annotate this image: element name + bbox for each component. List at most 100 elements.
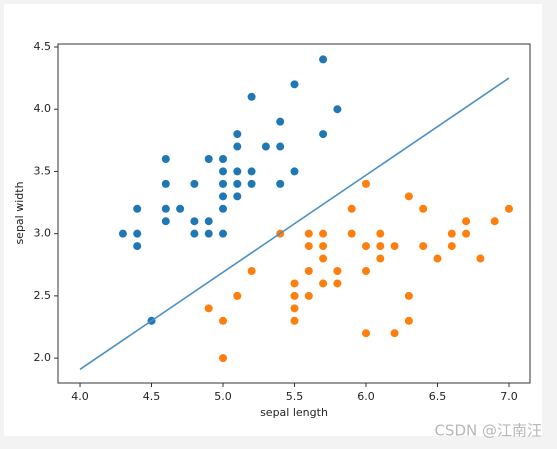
x-tick-label: 5.5 (286, 390, 304, 403)
x-tick-label: 6.5 (429, 390, 447, 403)
point (390, 329, 399, 338)
point (204, 217, 213, 226)
point (290, 304, 299, 313)
point (219, 154, 228, 163)
point (447, 229, 456, 238)
point (433, 254, 442, 263)
point (247, 179, 256, 188)
point (290, 80, 299, 89)
point (376, 254, 385, 263)
point (361, 179, 370, 188)
x-tick-label: 4.0 (71, 390, 89, 403)
point (361, 329, 370, 338)
point (233, 130, 242, 139)
point (204, 229, 213, 238)
point (347, 229, 356, 238)
point (404, 291, 413, 300)
point (161, 154, 170, 163)
point (204, 304, 213, 313)
point (161, 217, 170, 226)
point (233, 167, 242, 176)
y-tick-label: 3.0 (34, 227, 52, 240)
x-tick-label: 4.5 (143, 390, 161, 403)
point (319, 279, 328, 288)
point (319, 55, 328, 64)
point (361, 242, 370, 251)
point (419, 242, 428, 251)
fit-line (79, 77, 510, 370)
point (276, 117, 285, 126)
point (304, 242, 313, 251)
y-tick-label: 3.5 (34, 164, 52, 177)
point (233, 192, 242, 201)
plot-frame (57, 43, 531, 384)
point (290, 291, 299, 300)
point (118, 229, 127, 238)
point (204, 154, 213, 163)
point (219, 354, 228, 363)
point (462, 217, 471, 226)
point (404, 192, 413, 201)
point (304, 266, 313, 275)
figure-background (4, 4, 542, 436)
point (176, 204, 185, 213)
y-tick-label: 2.0 (34, 351, 52, 364)
point (247, 266, 256, 275)
point (319, 254, 328, 263)
y-axis-label: sepal width (13, 181, 26, 244)
point (333, 105, 342, 114)
point (319, 242, 328, 251)
point (476, 254, 485, 263)
point (333, 266, 342, 275)
point (490, 217, 499, 226)
point (319, 229, 328, 238)
x-tick-label: 5.0 (214, 390, 232, 403)
point (190, 179, 199, 188)
point (161, 179, 170, 188)
point (290, 316, 299, 325)
point (190, 229, 199, 238)
y-tick-label: 4.0 (34, 102, 52, 115)
point (304, 229, 313, 238)
point (219, 192, 228, 201)
point (376, 242, 385, 251)
x-tick-label: 6.0 (357, 390, 375, 403)
point (290, 279, 299, 288)
point (447, 242, 456, 251)
point (462, 229, 471, 238)
point (219, 179, 228, 188)
point (276, 142, 285, 151)
point (333, 279, 342, 288)
point (504, 204, 513, 213)
point (347, 204, 356, 213)
point (219, 229, 228, 238)
point (290, 167, 299, 176)
point (419, 204, 428, 213)
point (233, 142, 242, 151)
x-tick-label: 7.0 (500, 390, 518, 403)
point (247, 167, 256, 176)
point (190, 217, 199, 226)
y-tick-label: 4.5 (34, 40, 52, 53)
point (276, 179, 285, 188)
point (319, 130, 328, 139)
x-axis-label: sepal length (260, 406, 328, 419)
point (261, 142, 270, 151)
point (247, 92, 256, 101)
watermark: CSDN @江南汪 (434, 422, 542, 440)
point (233, 291, 242, 300)
point (133, 242, 142, 251)
point (161, 204, 170, 213)
point (219, 316, 228, 325)
point (361, 266, 370, 275)
point (304, 291, 313, 300)
point (219, 167, 228, 176)
point (133, 204, 142, 213)
point (376, 229, 385, 238)
point (133, 229, 142, 238)
y-tick-label: 2.5 (34, 289, 52, 302)
point (390, 242, 399, 251)
point (219, 204, 228, 213)
